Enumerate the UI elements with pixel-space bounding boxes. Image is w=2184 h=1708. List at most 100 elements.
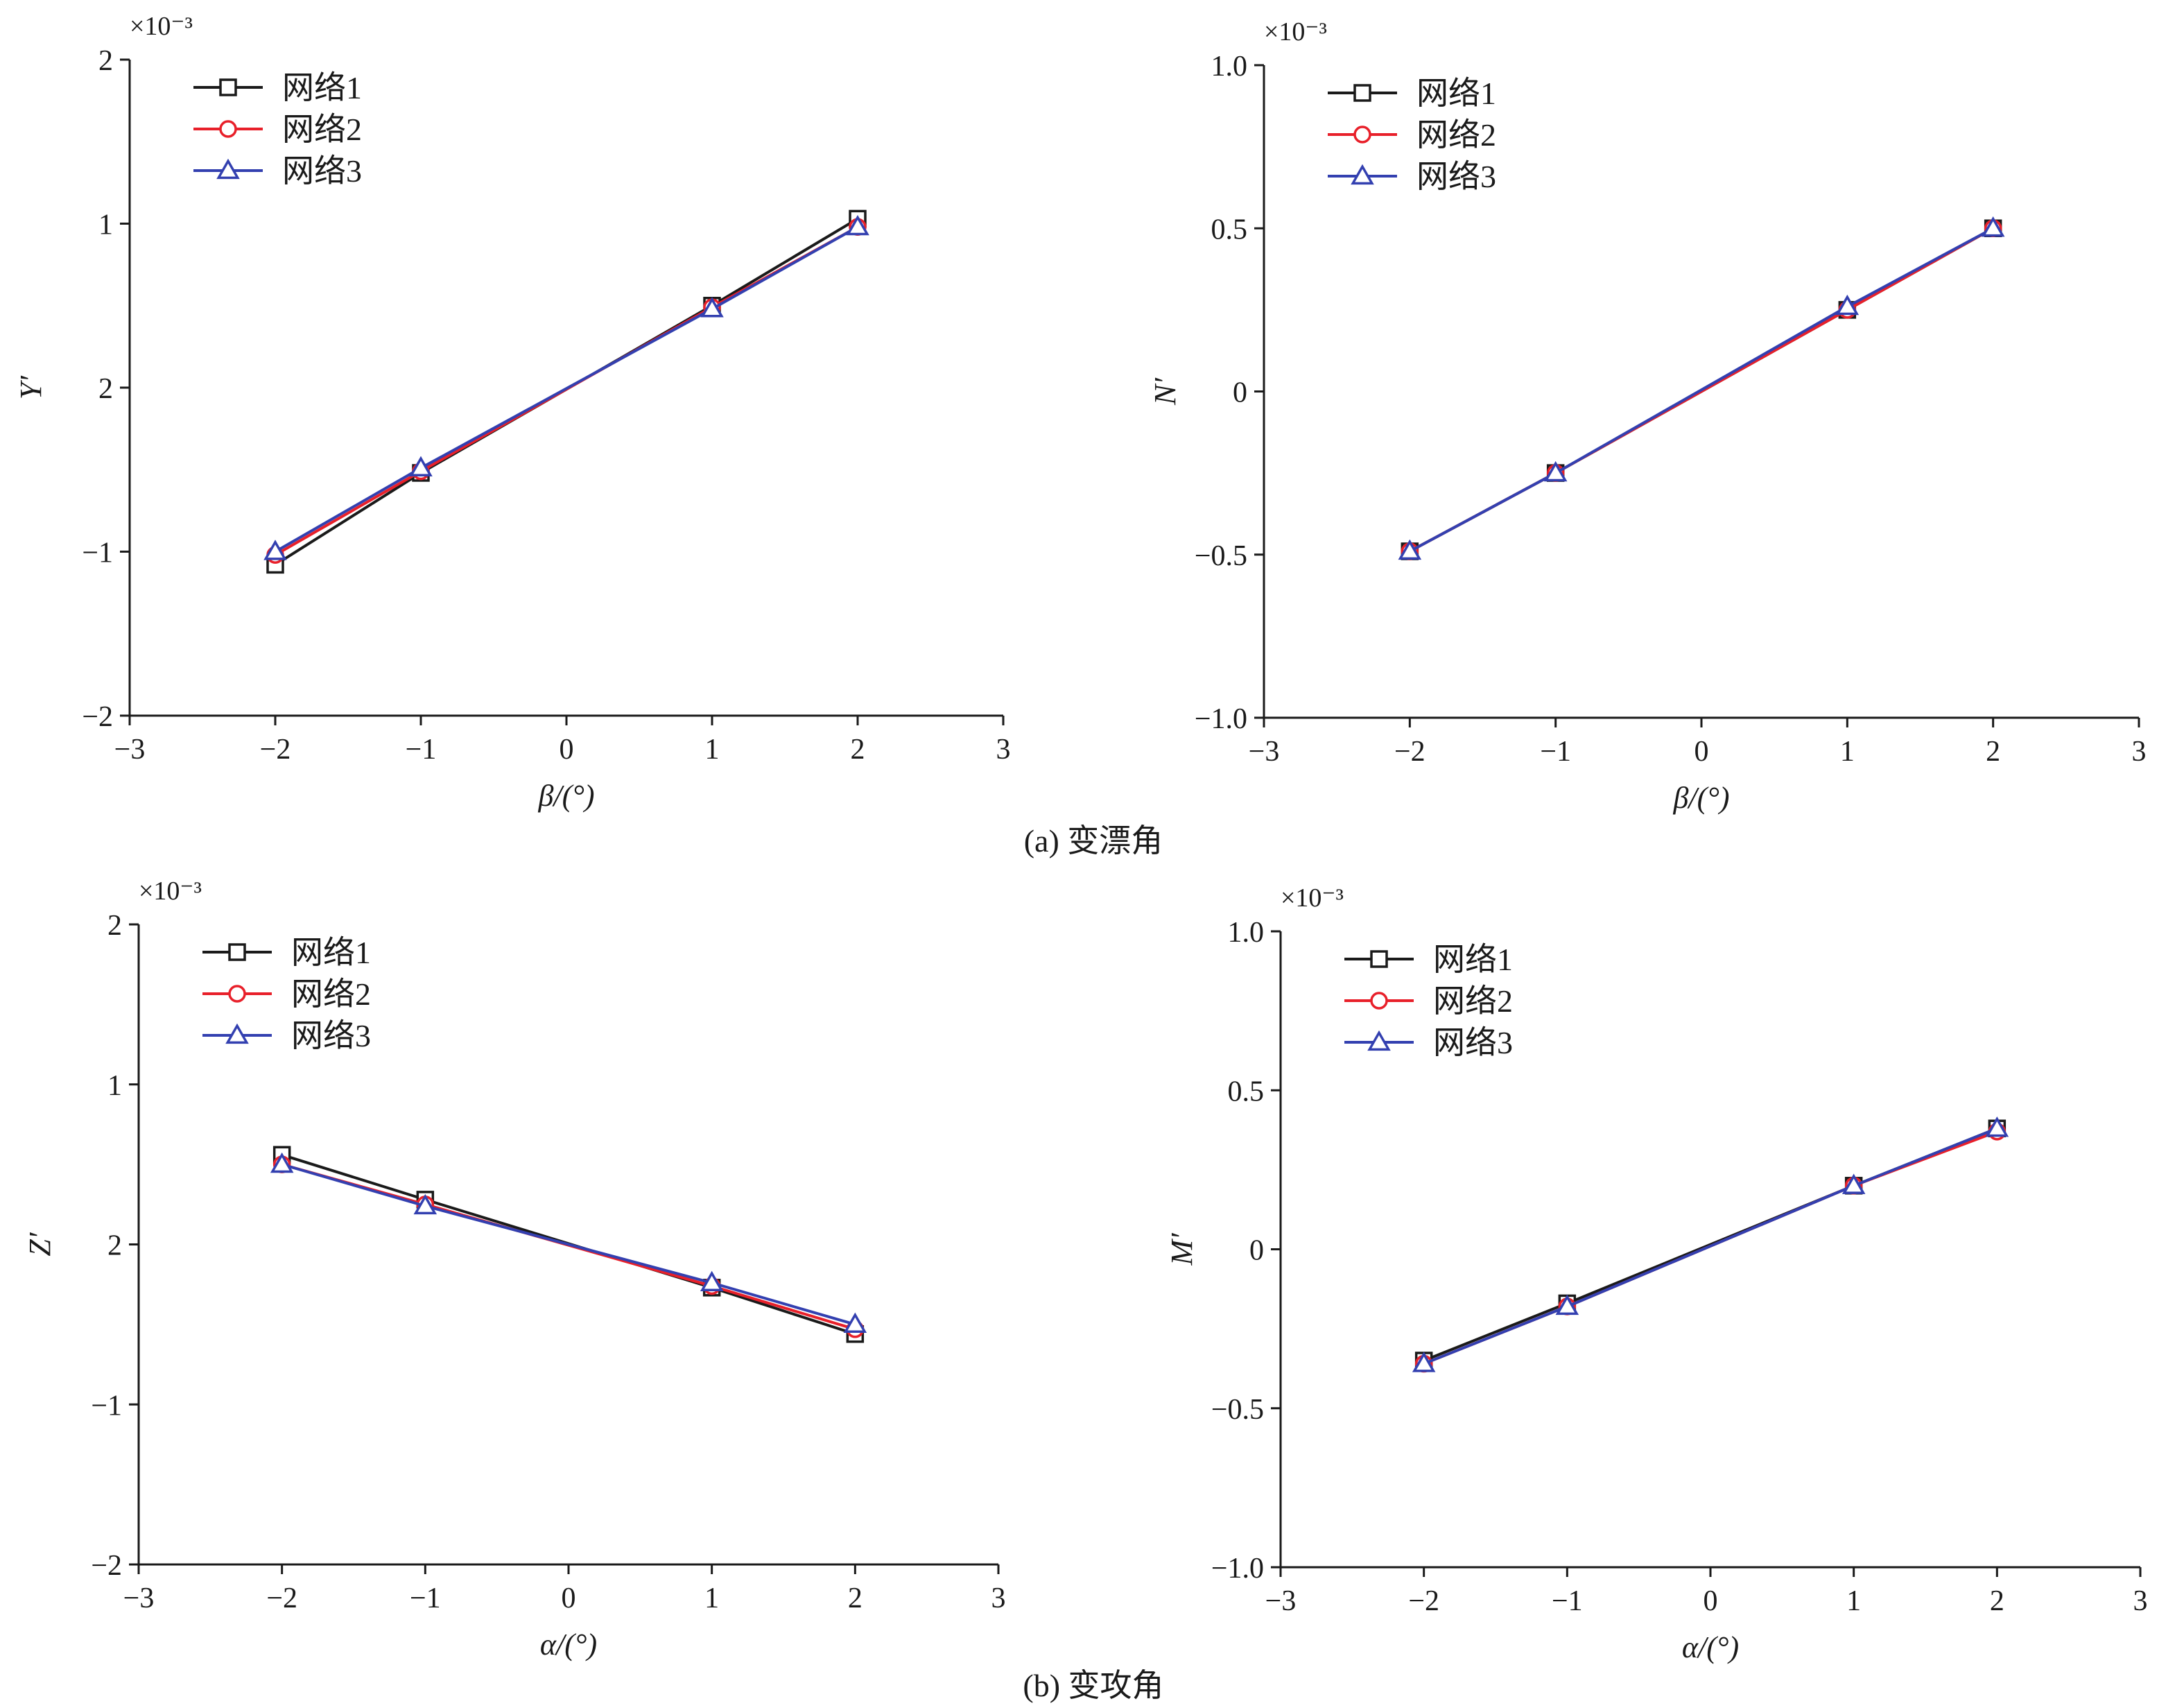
y-axis-title: N′ (1148, 377, 1182, 406)
y-tick-label: −1 (82, 537, 113, 569)
y-tick-label: 1.0 (1211, 51, 1248, 83)
legend-label: 网络3 (1433, 1025, 1513, 1060)
legend-marker (1367, 1030, 1391, 1051)
legend-item-1: 网络1 (1344, 942, 1513, 977)
x-tick-label: 3 (2132, 736, 2147, 768)
x-axis-title: α/(°) (1682, 1630, 1739, 1664)
x-tick-label: 1 (1846, 1585, 1861, 1617)
data-point-series-3 (1543, 460, 1568, 482)
data-point-series-3 (263, 540, 287, 560)
legend-label: 网络3 (291, 1018, 371, 1053)
x-tick-label: −2 (260, 734, 291, 766)
y-tick-label: −1 (91, 1390, 122, 1422)
data-point-series-3 (409, 456, 433, 476)
legend-label: 网络3 (282, 153, 362, 189)
legend-label: 网络2 (1433, 983, 1513, 1019)
y-tick-label: 0.5 (1228, 1076, 1265, 1107)
legend-label: 网络3 (1416, 159, 1496, 194)
x-axis-title: α/(°) (540, 1628, 597, 1662)
x-tick-label: 3 (996, 734, 1011, 766)
legend-item-1: 网络1 (193, 70, 362, 105)
legend-label: 网络2 (1416, 117, 1496, 153)
y-tick-label: −0.5 (1195, 540, 1247, 572)
y-tick-label: 0 (1233, 377, 1247, 409)
scale-label: ×10⁻³ (130, 12, 193, 41)
x-axis-title: β/(°) (1672, 781, 1729, 815)
x-tick-label: −1 (1540, 736, 1571, 768)
legend-marker (225, 1023, 249, 1044)
y-tick-label: 0 (1249, 1235, 1264, 1267)
x-tick-label: −3 (1249, 736, 1280, 768)
x-tick-label: 2 (1990, 1585, 2004, 1617)
y-tick-label: 2 (107, 910, 122, 942)
legend-marker (216, 158, 240, 180)
y-axis-title: Z′ (23, 1232, 57, 1256)
legend-item-3: 网络3 (193, 153, 362, 189)
legend-marker (219, 120, 237, 138)
chart-top-right: −3 −2 −1 0 1 2 3 −1.0 −0.5 0 0.5 1.0 ×10⁻³ β/(°) N′ 网络1… (1148, 17, 2147, 815)
data-point-series-3 (700, 1270, 724, 1291)
caption-a: (a) 变漂角 (1024, 823, 1163, 859)
y-tick-label: −1.0 (1195, 703, 1247, 735)
x-tick-label: 1 (705, 734, 720, 766)
data-point-series-3 (843, 1312, 867, 1333)
legend-item-2: 网络2 (202, 976, 371, 1012)
y-tick-label: 1 (98, 209, 113, 241)
scale-label: ×10⁻³ (1281, 883, 1344, 913)
y-tick-label: 2 (107, 1230, 122, 1262)
data-point-series-3 (846, 214, 869, 236)
x-tick-label: 0 (1704, 1585, 1718, 1617)
series-line-3 (275, 225, 858, 553)
x-tick-label: −3 (114, 734, 146, 766)
x-tick-label: −2 (1394, 736, 1425, 768)
data-point-series-3 (1555, 1294, 1579, 1315)
data-point-series-3 (1835, 294, 1860, 316)
legend-marker (219, 78, 237, 96)
legend-item-1: 网络1 (202, 935, 371, 970)
series-line-3 (281, 1163, 856, 1326)
series-line-1 (274, 217, 859, 567)
caption-b: (b) 变攻角 (1023, 1668, 1163, 1703)
data-point-series-3 (1985, 1116, 2009, 1137)
y-tick-label: 0.5 (1211, 214, 1248, 245)
x-tick-label: −3 (123, 1582, 155, 1614)
x-tick-label: −1 (406, 734, 437, 766)
legend-marker (228, 943, 246, 961)
legend-item-2: 网络2 (193, 112, 362, 147)
legend-item-2: 网络2 (1344, 983, 1513, 1019)
legend-marker (228, 985, 246, 1003)
y-tick-label: 1 (107, 1070, 122, 1102)
x-tick-label: 1 (704, 1582, 719, 1614)
data-point-series-3 (413, 1193, 437, 1215)
scale-label: ×10⁻³ (1264, 17, 1327, 46)
data-point-series-3 (700, 297, 724, 318)
x-tick-label: 0 (1695, 736, 1709, 768)
x-tick-label: 3 (2133, 1585, 2148, 1617)
y-tick-label: −2 (82, 701, 113, 733)
y-tick-label: 2 (98, 45, 113, 77)
y-tick-label: −0.5 (1211, 1394, 1264, 1426)
legend-label: 网络1 (1433, 942, 1513, 977)
x-tick-label: 1 (1840, 736, 1855, 768)
legend-marker (1353, 84, 1371, 102)
series-line-3 (1423, 1127, 1998, 1365)
x-tick-label: 3 (991, 1582, 1006, 1614)
x-tick-label: 0 (560, 734, 574, 766)
x-tick-label: 2 (848, 1582, 863, 1614)
data-point-series-3 (270, 1152, 294, 1173)
x-tick-label: −2 (266, 1582, 297, 1614)
scale-label: ×10⁻³ (139, 877, 202, 906)
x-tick-label: −1 (1552, 1585, 1583, 1617)
series-line-3 (1409, 227, 1994, 553)
data-point-series-3 (1981, 216, 2005, 237)
x-tick-label: 2 (1986, 736, 2000, 768)
legend-marker (1370, 950, 1388, 968)
y-tick-label: −2 (91, 1550, 122, 1582)
legend-item-1: 网络1 (1328, 76, 1496, 111)
x-tick-label: −2 (1408, 1585, 1439, 1617)
y-tick-label: 1.0 (1228, 917, 1265, 949)
legend-marker (1353, 126, 1371, 144)
